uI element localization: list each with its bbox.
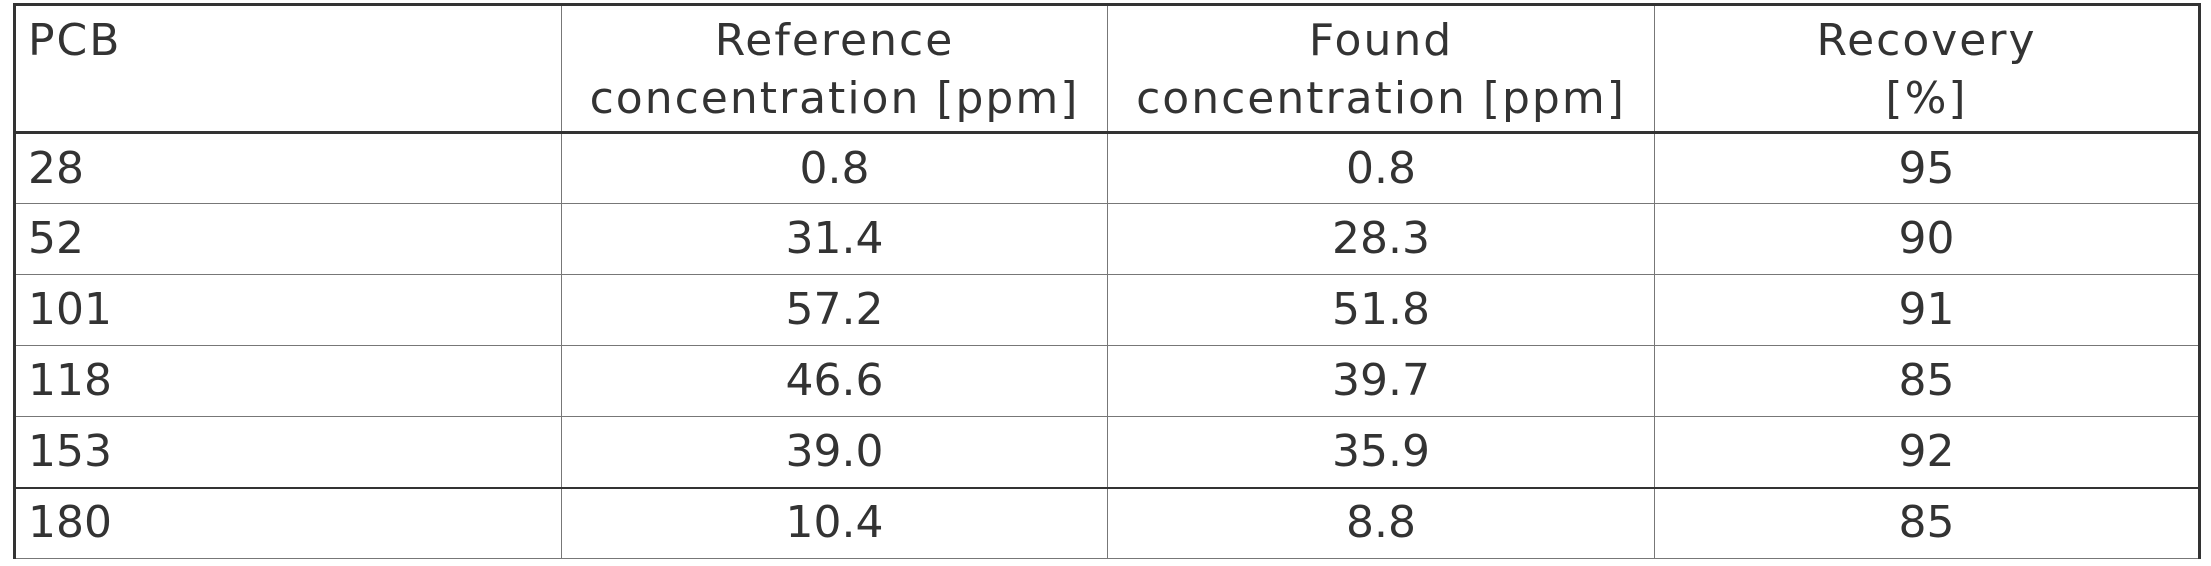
table-cell: 85	[1654, 345, 2200, 417]
table-cell: 153	[14, 416, 562, 489]
header-cell: Found concentration [ppm]	[1107, 4, 1655, 134]
table-cell: 0.8	[561, 132, 1108, 204]
table-row: 28 0.8 0.8 95	[14, 132, 2200, 204]
table-cell: 180	[14, 487, 562, 559]
table-row: 180 10.4 8.8 85	[14, 487, 2200, 559]
header-cell: Reference concentration [ppm]	[561, 4, 1108, 134]
table-row: 153 39.0 35.9 92	[14, 416, 2200, 489]
table-cell: 39.0	[561, 416, 1108, 489]
table-cell: 51.8	[1107, 274, 1655, 346]
table-cell: 46.6	[561, 345, 1108, 417]
table-cell: 39.7	[1107, 345, 1655, 417]
table-cell: 90	[1654, 203, 2200, 275]
header-cell: PCB	[14, 4, 562, 134]
data-table: PCB Reference concentration [ppm] Found co…	[13, 3, 2201, 559]
table-cell: 35.9	[1107, 416, 1655, 489]
table-cell: 52	[14, 203, 562, 275]
table-cell: 118	[14, 345, 562, 417]
table-cell: 28	[14, 132, 562, 204]
table-row: 52 31.4 28.3 90	[14, 203, 2200, 275]
table-cell: 57.2	[561, 274, 1108, 346]
table-cell: 31.4	[561, 203, 1108, 275]
table-cell: 85	[1654, 487, 2200, 559]
table-cell: 28.3	[1107, 203, 1655, 275]
header-cell: Recovery [%]	[1654, 4, 2200, 134]
table-row: 101 57.2 51.8 91	[14, 274, 2200, 346]
table-cell: 101	[14, 274, 562, 346]
table-cell: 91	[1654, 274, 2200, 346]
table-row: 118 46.6 39.7 85	[14, 345, 2200, 417]
table-cell: 8.8	[1107, 487, 1655, 559]
table-cell: 0.8	[1107, 132, 1655, 204]
header-row: PCB Reference concentration [ppm] Found co…	[14, 4, 2200, 134]
table-cell: 10.4	[561, 487, 1108, 559]
table-cell: 95	[1654, 132, 2200, 204]
table-cell: 92	[1654, 416, 2200, 489]
